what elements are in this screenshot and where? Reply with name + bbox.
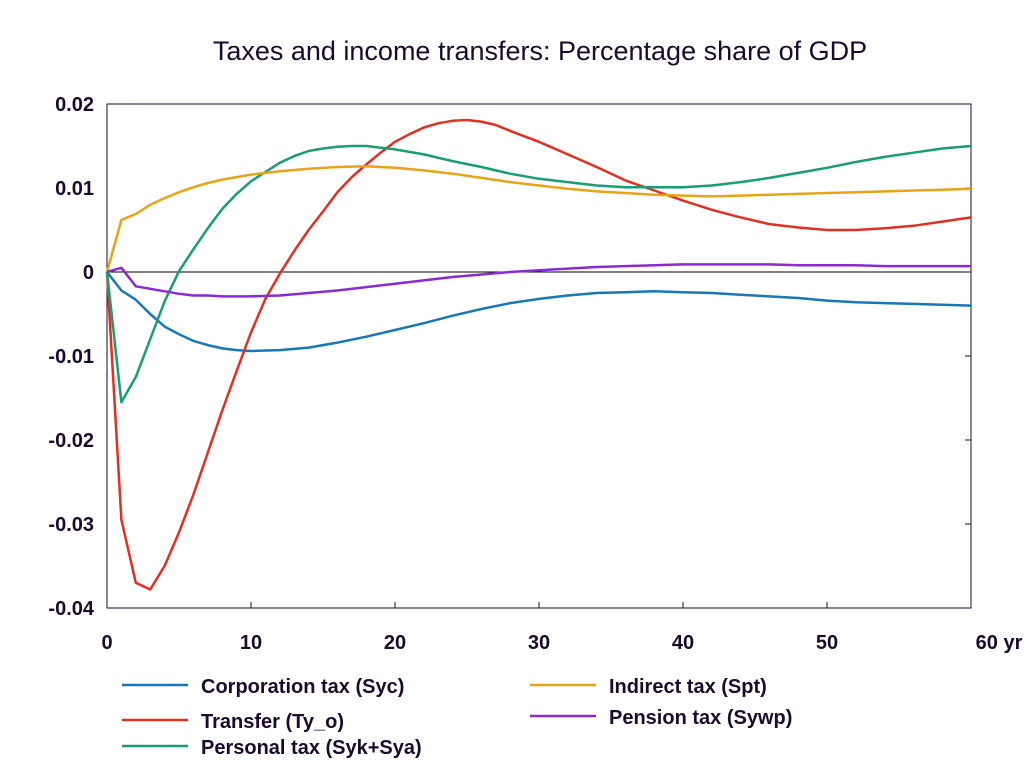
y-tick-label: 0.01: [55, 178, 94, 200]
legend-label: Personal tax (Syk+Sya): [201, 737, 422, 759]
legend: Corporation tax (Syc) Transfer (Ty_o) Pers…: [122, 676, 792, 759]
legend-label: Transfer (Ty_o): [201, 711, 344, 733]
series-line: [106, 263, 971, 298]
series-line: [106, 271, 972, 353]
series-line: [105, 118, 972, 591]
y-tick-label: -0.04: [48, 598, 94, 620]
x-tick-label: 30: [528, 632, 550, 654]
x-tick-label: 20: [384, 632, 406, 654]
y-tick-label: -0.01: [48, 346, 94, 368]
x-tick-label: 60 yr: [976, 632, 1023, 654]
series-line: [105, 144, 972, 404]
x-tick-label: 40: [672, 632, 694, 654]
chart-title: Taxes and income transfers: Percentage s…: [213, 36, 867, 66]
series-lines: [105, 118, 972, 591]
legend-label: Corporation tax (Syc): [201, 676, 404, 698]
legend-label: Indirect tax (Spt): [609, 676, 767, 698]
series-line: [105, 164, 972, 273]
axis-ticks: 0.02 0.01 0 -0.01 -0.02 -0.03 -0.04 0 10 20 30 40 50…: [48, 94, 1022, 654]
x-tick-label: 0: [101, 632, 112, 654]
y-tick-label: 0: [83, 262, 94, 284]
y-tick-label: -0.02: [48, 430, 94, 452]
x-tick-label: 10: [240, 632, 262, 654]
x-tick-label: 50: [816, 632, 838, 654]
y-tick-label: 0.02: [55, 94, 94, 116]
y-tick-label: -0.03: [48, 514, 94, 536]
legend-label: Pension tax (Sywp): [609, 707, 792, 729]
